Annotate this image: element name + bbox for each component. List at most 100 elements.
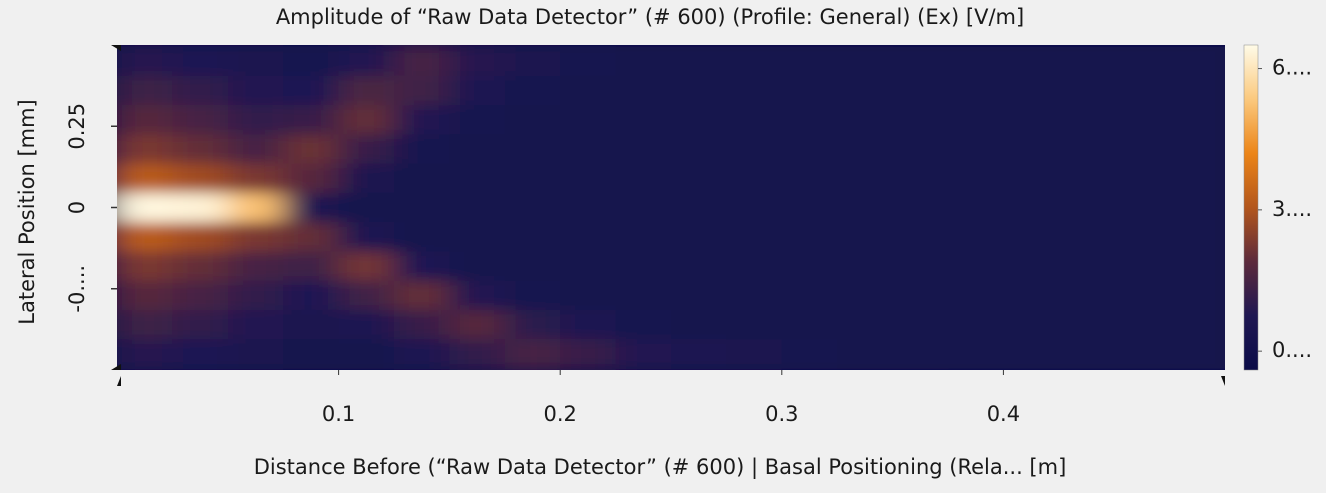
heat-cell bbox=[227, 134, 284, 165]
heat-cell bbox=[781, 134, 838, 165]
heat-cell bbox=[837, 75, 894, 106]
heat-cell bbox=[283, 105, 340, 135]
heat-cell bbox=[504, 105, 561, 135]
heat-cell bbox=[892, 222, 949, 252]
heat-cell bbox=[671, 280, 727, 311]
heat-cell bbox=[227, 192, 284, 223]
heat-cell bbox=[1003, 105, 1060, 135]
heat-cell bbox=[615, 163, 672, 194]
heat-cell bbox=[283, 75, 340, 106]
heat-cell bbox=[560, 251, 617, 282]
heat-cell bbox=[227, 251, 284, 282]
heat-cell bbox=[117, 339, 173, 369]
heat-cell bbox=[394, 339, 450, 369]
heat-cell bbox=[283, 134, 340, 165]
heat-cell bbox=[117, 309, 173, 340]
heat-cell bbox=[671, 46, 727, 77]
heat-cell bbox=[781, 192, 838, 223]
heat-cell bbox=[615, 251, 672, 282]
heat-cell bbox=[394, 251, 450, 282]
heat-cell bbox=[1114, 251, 1171, 282]
heat-cell bbox=[726, 105, 783, 135]
heat-cell bbox=[227, 105, 284, 135]
heat-cell bbox=[449, 163, 506, 194]
heat-cell bbox=[338, 134, 395, 165]
heat-cell bbox=[394, 280, 450, 311]
heat-cell bbox=[449, 309, 506, 340]
heat-cell bbox=[117, 280, 173, 311]
heat-cell bbox=[892, 134, 949, 165]
heat-cell bbox=[117, 163, 173, 194]
heat-cell bbox=[227, 339, 284, 369]
colorbar-tick-label: 6.... bbox=[1272, 56, 1312, 80]
heat-cell bbox=[1058, 105, 1115, 135]
heat-cell bbox=[504, 134, 561, 165]
heat-cell bbox=[283, 251, 340, 282]
heat-cell bbox=[449, 75, 506, 106]
heat-cell bbox=[172, 339, 229, 369]
heat-cell bbox=[394, 163, 450, 194]
heat-cell bbox=[117, 251, 173, 282]
heat-cell bbox=[1169, 251, 1225, 282]
heat-cell bbox=[781, 280, 838, 311]
heat-cell bbox=[283, 46, 340, 77]
heat-cell bbox=[560, 46, 617, 77]
heat-cell bbox=[560, 163, 617, 194]
heat-cell bbox=[615, 280, 672, 311]
heat-cell bbox=[117, 46, 173, 77]
heat-cell bbox=[560, 75, 617, 106]
heat-cell bbox=[781, 251, 838, 282]
heat-cell bbox=[449, 339, 506, 369]
heat-cell bbox=[726, 46, 783, 77]
heat-cell bbox=[892, 309, 949, 340]
x-tick-label: 0.1 bbox=[322, 402, 355, 426]
heat-cell bbox=[1114, 163, 1171, 194]
heat-cell bbox=[394, 75, 450, 106]
heat-cell bbox=[117, 222, 173, 252]
heat-cell bbox=[671, 75, 727, 106]
heat-cell bbox=[892, 163, 949, 194]
heat-cell bbox=[172, 163, 229, 194]
heat-cell bbox=[117, 134, 173, 165]
heat-cell bbox=[227, 222, 284, 252]
heat-cell bbox=[1058, 163, 1115, 194]
heat-cell bbox=[671, 309, 727, 340]
heat-cell bbox=[227, 163, 284, 194]
heat-cell bbox=[726, 251, 783, 282]
heat-cell bbox=[394, 134, 450, 165]
heat-cell bbox=[948, 192, 1004, 223]
heat-cell bbox=[615, 192, 672, 223]
heat-cell bbox=[1169, 163, 1225, 194]
heat-cell bbox=[449, 134, 506, 165]
heat-cell bbox=[283, 192, 340, 223]
heat-cell bbox=[338, 280, 395, 311]
x-tick-label: 0.3 bbox=[765, 402, 798, 426]
heat-cell bbox=[560, 105, 617, 135]
heat-cell bbox=[948, 163, 1004, 194]
heat-cell bbox=[837, 309, 894, 340]
heat-cell bbox=[1058, 280, 1115, 311]
heat-cell bbox=[283, 309, 340, 340]
heat-cell bbox=[172, 105, 229, 135]
heat-cell bbox=[1003, 75, 1060, 106]
heat-cell bbox=[781, 339, 838, 369]
heat-cell bbox=[948, 134, 1004, 165]
heat-cell bbox=[1169, 192, 1225, 223]
heat-cell bbox=[671, 105, 727, 135]
heat-cell bbox=[837, 251, 894, 282]
heat-cell bbox=[892, 280, 949, 311]
heat-cell bbox=[1003, 280, 1060, 311]
heat-cell bbox=[338, 192, 395, 223]
heat-cell bbox=[726, 339, 783, 369]
colorbar-tick-label: 3.... bbox=[1272, 197, 1312, 221]
heat-cell bbox=[1003, 163, 1060, 194]
heat-cell bbox=[560, 280, 617, 311]
heat-cell bbox=[283, 339, 340, 369]
colorbar-tick-label: 0.... bbox=[1272, 338, 1312, 362]
heat-cell bbox=[338, 105, 395, 135]
heat-cell bbox=[283, 280, 340, 311]
heat-cell bbox=[837, 46, 894, 77]
heat-cell bbox=[781, 222, 838, 252]
heat-cell bbox=[671, 222, 727, 252]
heat-cell bbox=[1114, 280, 1171, 311]
